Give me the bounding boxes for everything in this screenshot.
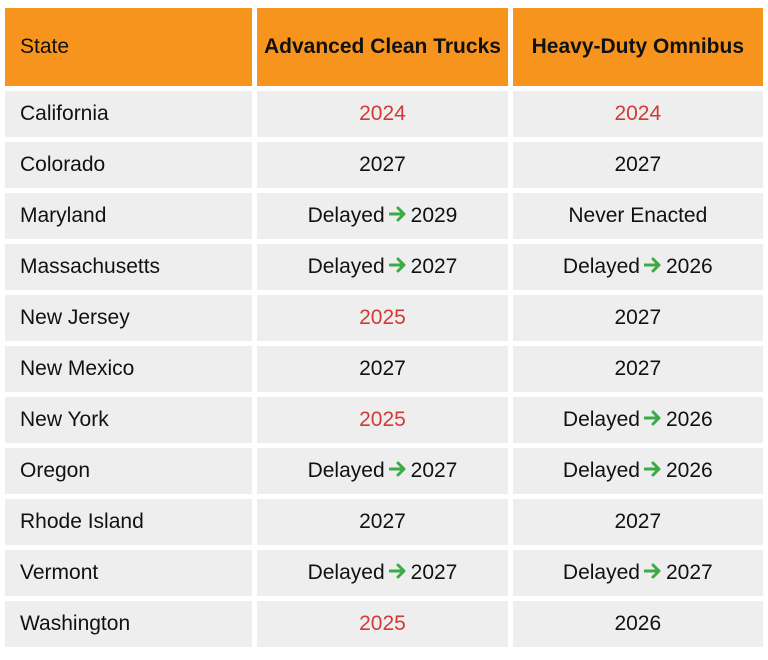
heavy-duty-omnibus-cell: 2024 xyxy=(512,91,763,137)
state-name: New Jersey xyxy=(5,295,253,341)
table-row: Colorado 2027 2027 xyxy=(5,142,763,188)
header-row: State Advanced Clean Trucks Heavy-Duty O… xyxy=(5,8,763,86)
advanced-clean-trucks-cell: Delayed 2029 xyxy=(257,193,508,239)
year-value: 2027 xyxy=(359,153,406,176)
delayed-year: 2027 xyxy=(665,561,713,584)
year-value: 2026 xyxy=(614,612,662,635)
delayed-label: Delayed xyxy=(562,255,640,278)
highlighted-year: 2024 xyxy=(359,102,406,125)
delayed-label: Delayed xyxy=(307,459,385,482)
table-row: California 2024 2024 xyxy=(5,91,763,137)
advanced-clean-trucks-cell: 2025 xyxy=(257,397,508,443)
state-name: New Mexico xyxy=(5,346,253,392)
heavy-duty-omnibus-cell: 2027 xyxy=(512,295,763,341)
highlighted-year: 2025 xyxy=(359,306,406,329)
table-row: Maryland Delayed 2029 Never Enacted xyxy=(5,193,763,239)
state-name: Massachusetts xyxy=(5,244,253,290)
delayed-label: Delayed xyxy=(307,561,385,584)
right-arrow-icon xyxy=(388,459,407,483)
table-row: New Jersey 2025 2027 xyxy=(5,295,763,341)
year-value: 2027 xyxy=(614,510,662,533)
state-name: Rhode Island xyxy=(5,499,253,545)
state-name: California xyxy=(5,91,253,137)
delayed-year: 2026 xyxy=(665,408,713,431)
state-name: Vermont xyxy=(5,550,253,596)
adoption-table: State Advanced Clean Trucks Heavy-Duty O… xyxy=(0,3,768,652)
heavy-duty-omnibus-cell: 2026 xyxy=(512,601,763,647)
state-name: Oregon xyxy=(5,448,253,494)
year-value: 2027 xyxy=(614,153,662,176)
heavy-duty-omnibus-cell: 2027 xyxy=(512,346,763,392)
delayed-label: Delayed xyxy=(562,459,640,482)
heavy-duty-omnibus-cell: Delayed 2026 xyxy=(512,448,763,494)
heavy-duty-omnibus-cell: Delayed 2026 xyxy=(512,397,763,443)
header-advanced-clean-trucks: Advanced Clean Trucks xyxy=(257,8,508,86)
table-row: New Mexico 2027 2027 xyxy=(5,346,763,392)
right-arrow-icon xyxy=(643,408,662,432)
year-value: 2027 xyxy=(614,306,662,329)
delayed-label: Delayed xyxy=(562,561,640,584)
year-value: Never Enacted xyxy=(568,204,708,227)
heavy-duty-omnibus-cell: Delayed 2027 xyxy=(512,550,763,596)
advanced-clean-trucks-cell: Delayed 2027 xyxy=(257,550,508,596)
header-state: State xyxy=(5,8,253,86)
right-arrow-icon xyxy=(388,561,407,585)
state-name: New York xyxy=(5,397,253,443)
table-row: Massachusetts Delayed 2027 Delayed 2026 xyxy=(5,244,763,290)
delayed-year: 2027 xyxy=(410,459,458,482)
heavy-duty-omnibus-cell: Never Enacted xyxy=(512,193,763,239)
heavy-duty-omnibus-cell: Delayed 2026 xyxy=(512,244,763,290)
advanced-clean-trucks-cell: 2027 xyxy=(257,346,508,392)
right-arrow-icon xyxy=(388,204,407,228)
header-heavy-duty-omnibus: Heavy-Duty Omnibus xyxy=(512,8,763,86)
table-row: Rhode Island 2027 2027 xyxy=(5,499,763,545)
year-value: 2027 xyxy=(614,357,662,380)
right-arrow-icon xyxy=(643,561,662,585)
table-row: New York 2025 Delayed 2026 xyxy=(5,397,763,443)
delayed-year: 2026 xyxy=(665,255,713,278)
delayed-label: Delayed xyxy=(562,408,640,431)
heavy-duty-omnibus-cell: 2027 xyxy=(512,499,763,545)
table-body: California 2024 2024 Colorado 2027 2027 Maryla… xyxy=(5,91,763,647)
state-name: Colorado xyxy=(5,142,253,188)
right-arrow-icon xyxy=(388,255,407,279)
delayed-label: Delayed xyxy=(307,255,385,278)
delayed-year: 2027 xyxy=(410,561,458,584)
delayed-year: 2029 xyxy=(410,204,458,227)
advanced-clean-trucks-cell: 2025 xyxy=(257,601,508,647)
highlighted-year: 2025 xyxy=(359,408,406,431)
delayed-year: 2026 xyxy=(665,459,713,482)
state-name: Washington xyxy=(5,601,253,647)
advanced-clean-trucks-cell: 2025 xyxy=(257,295,508,341)
advanced-clean-trucks-cell: Delayed 2027 xyxy=(257,244,508,290)
state-name: Maryland xyxy=(5,193,253,239)
advanced-clean-trucks-cell: 2024 xyxy=(257,91,508,137)
delayed-year: 2027 xyxy=(410,255,458,278)
heavy-duty-omnibus-cell: 2027 xyxy=(512,142,763,188)
highlighted-year: 2025 xyxy=(359,612,406,635)
delayed-label: Delayed xyxy=(307,204,385,227)
advanced-clean-trucks-cell: 2027 xyxy=(257,499,508,545)
right-arrow-icon xyxy=(643,255,662,279)
year-value: 2027 xyxy=(359,357,406,380)
advanced-clean-trucks-cell: 2027 xyxy=(257,142,508,188)
table-row: Washington 2025 2026 xyxy=(5,601,763,647)
table-row: Vermont Delayed 2027 Delayed 2027 xyxy=(5,550,763,596)
right-arrow-icon xyxy=(643,459,662,483)
year-value: 2027 xyxy=(359,510,406,533)
advanced-clean-trucks-cell: Delayed 2027 xyxy=(257,448,508,494)
table-row: Oregon Delayed 2027 Delayed 2026 xyxy=(5,448,763,494)
highlighted-year: 2024 xyxy=(614,102,662,125)
